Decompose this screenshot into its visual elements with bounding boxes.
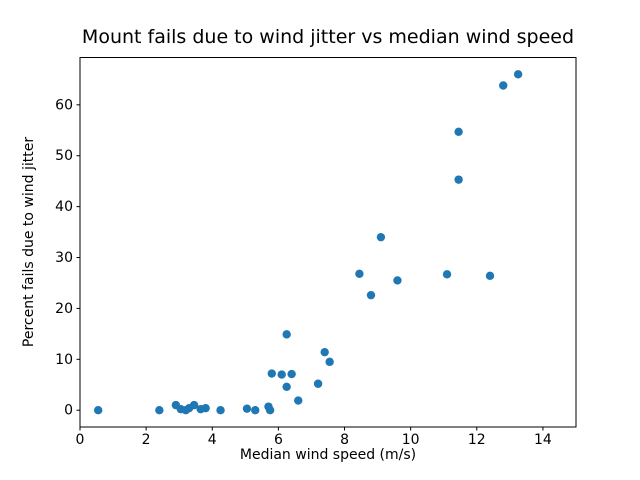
x-tick-label: 10 — [402, 432, 420, 448]
data-point — [201, 403, 210, 413]
y-tick-label: 10 — [55, 352, 73, 368]
data-point — [189, 400, 199, 410]
data-point — [320, 347, 329, 357]
y-tick-label: 30 — [55, 250, 73, 266]
data-point — [442, 270, 452, 279]
data-point — [454, 127, 463, 137]
data-point — [499, 81, 508, 90]
x-tick-label: 14 — [534, 432, 552, 448]
data-point — [216, 406, 225, 415]
data-point — [294, 396, 303, 405]
data-point — [277, 370, 286, 379]
data-point — [393, 276, 402, 285]
chart-title: Mount fails due to wind jitter vs median… — [81, 26, 575, 48]
data-point — [282, 330, 291, 339]
data-point — [454, 175, 463, 184]
data-point — [265, 406, 275, 415]
x-tick-label: 0 — [76, 432, 85, 448]
y-axis-label-text: Percent fails due to wind jitter — [21, 136, 37, 348]
x-tick-label: 2 — [142, 432, 151, 448]
x-tick-label: 6 — [274, 432, 283, 448]
y-tick-label: 40 — [55, 199, 73, 215]
x-tick-label: 8 — [340, 432, 349, 448]
data-point — [313, 379, 323, 388]
y-tick-label: 0 — [64, 403, 73, 419]
data-point — [282, 382, 291, 391]
data-point — [267, 369, 276, 378]
data-point — [242, 404, 252, 413]
data-point — [251, 406, 260, 415]
data-point — [513, 70, 523, 79]
y-tick-label: 60 — [55, 97, 73, 113]
data-point — [93, 406, 103, 415]
y-tick-label: 50 — [55, 148, 73, 164]
data-point — [485, 271, 495, 281]
data-point — [325, 357, 334, 367]
data-point — [366, 290, 376, 300]
data-point — [287, 369, 296, 379]
axes-spines — [79, 57, 577, 428]
data-point — [155, 406, 164, 415]
x-axis-label: Median wind speed (m/s) — [239, 447, 417, 463]
data-point — [355, 269, 364, 279]
x-tick-label: 12 — [468, 432, 486, 448]
y-tick-label: 20 — [55, 301, 73, 317]
data-point — [376, 232, 386, 242]
x-tick-label: 4 — [208, 432, 217, 448]
